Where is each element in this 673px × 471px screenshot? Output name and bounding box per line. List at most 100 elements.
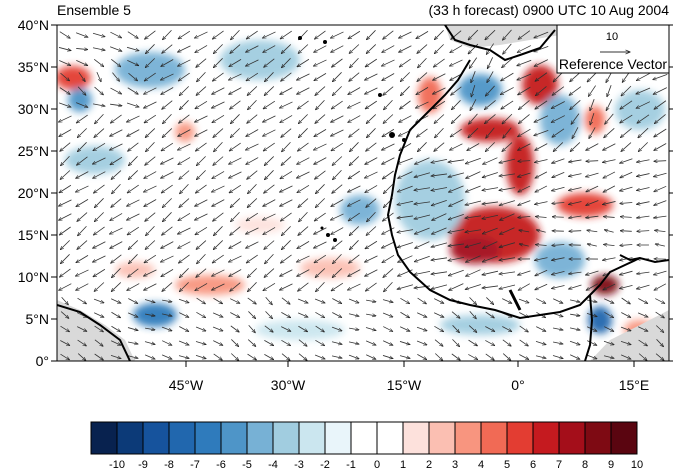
wind-vector	[397, 242, 413, 248]
wind-vector	[552, 172, 565, 177]
wind-vector	[281, 226, 291, 235]
anomaly-negative	[395, 160, 465, 240]
wind-vector	[60, 254, 70, 263]
wind-vector	[315, 86, 326, 96]
colorbar-label: 9	[608, 459, 614, 471]
wind-vector	[518, 114, 530, 123]
wind-vector	[58, 115, 72, 122]
wind-vector	[229, 142, 241, 151]
wind-vector	[416, 326, 427, 331]
wind-vector	[264, 156, 275, 165]
wind-vector	[213, 212, 224, 221]
wind-vector	[161, 354, 172, 359]
wind-vector	[433, 100, 446, 108]
wind-vector	[76, 199, 89, 206]
wind-vector	[397, 215, 414, 218]
wind-vector	[382, 157, 395, 164]
wind-vector	[470, 99, 477, 110]
lat-tick-label: 10°N	[18, 269, 49, 285]
wind-vector	[502, 113, 513, 124]
wind-vector	[60, 325, 69, 332]
wind-vector	[469, 297, 476, 304]
wind-vector	[178, 340, 189, 345]
wind-vector	[298, 114, 308, 123]
land-gulf	[590, 310, 669, 361]
wind-vector	[282, 141, 291, 151]
wind-vector	[162, 128, 173, 137]
wind-vector	[482, 187, 499, 191]
wind-vector	[620, 326, 631, 331]
wind-vector	[229, 241, 242, 249]
wind-vector	[145, 128, 156, 137]
wind-vector	[94, 212, 104, 221]
wind-vector	[519, 244, 529, 247]
wind-vector	[570, 100, 581, 109]
wind-vector	[534, 115, 549, 122]
colorbar-label: -9	[138, 459, 148, 471]
wind-vector	[145, 58, 156, 67]
wind-vector	[178, 129, 191, 137]
island	[320, 226, 324, 230]
anomaly-negative	[615, 90, 665, 130]
wind-vector	[161, 269, 174, 276]
wind-vector	[212, 199, 225, 207]
wind-vector	[263, 129, 276, 136]
wind-vector	[416, 101, 429, 108]
wind-vector	[535, 100, 548, 109]
anomaly-negative	[65, 146, 125, 174]
wind-vector	[264, 86, 275, 95]
wind-vector	[348, 354, 359, 359]
wind-vector	[535, 185, 548, 192]
wind-vector	[655, 325, 663, 333]
wind-vector	[314, 354, 325, 359]
wind-vector	[603, 283, 616, 290]
wind-vector	[127, 199, 140, 206]
wind-vector	[485, 142, 495, 151]
wind-vector	[348, 212, 360, 221]
wind-vector	[280, 199, 293, 207]
wind-vector	[399, 115, 412, 123]
wind-vector	[569, 215, 582, 218]
wind-vector	[128, 72, 137, 81]
wind-vector	[570, 314, 580, 316]
wind-vector	[144, 101, 157, 108]
wind-vector	[637, 231, 650, 232]
wind-vector	[448, 172, 465, 177]
wind-vector	[59, 184, 72, 193]
wind-vector	[127, 129, 140, 137]
wind-vector	[365, 157, 378, 165]
wind-vector	[161, 157, 174, 164]
wind-vector	[314, 73, 327, 80]
wind-vector	[195, 283, 208, 290]
wind-vector	[469, 57, 478, 69]
wind-vector	[298, 339, 307, 347]
wind-vector	[569, 231, 582, 232]
wind-vector	[604, 230, 614, 233]
wind-vector	[127, 342, 138, 344]
wind-vector	[586, 172, 599, 177]
wind-vector	[347, 283, 361, 290]
wind-vector	[127, 59, 138, 65]
wind-vector	[145, 156, 156, 166]
wind-vector	[383, 114, 394, 124]
wind-vector	[499, 187, 516, 191]
wind-vector	[297, 100, 309, 109]
wind-vector	[636, 101, 651, 109]
wind-vector	[212, 171, 225, 178]
wind-vector	[637, 284, 650, 289]
wind-vector	[126, 46, 139, 50]
anomaly-negative	[535, 242, 585, 278]
wind-vector	[349, 156, 360, 165]
wind-vector	[349, 44, 360, 54]
wind-vector	[110, 31, 121, 38]
wind-vector	[499, 284, 516, 289]
colorbar-label: 2	[426, 459, 432, 471]
wind-vector	[297, 171, 310, 178]
wind-vector	[161, 326, 172, 331]
wind-vector	[126, 115, 140, 122]
wind-vector	[212, 269, 225, 276]
wind-vector	[587, 71, 598, 82]
wind-vector	[93, 312, 104, 318]
wind-vector	[431, 200, 447, 205]
